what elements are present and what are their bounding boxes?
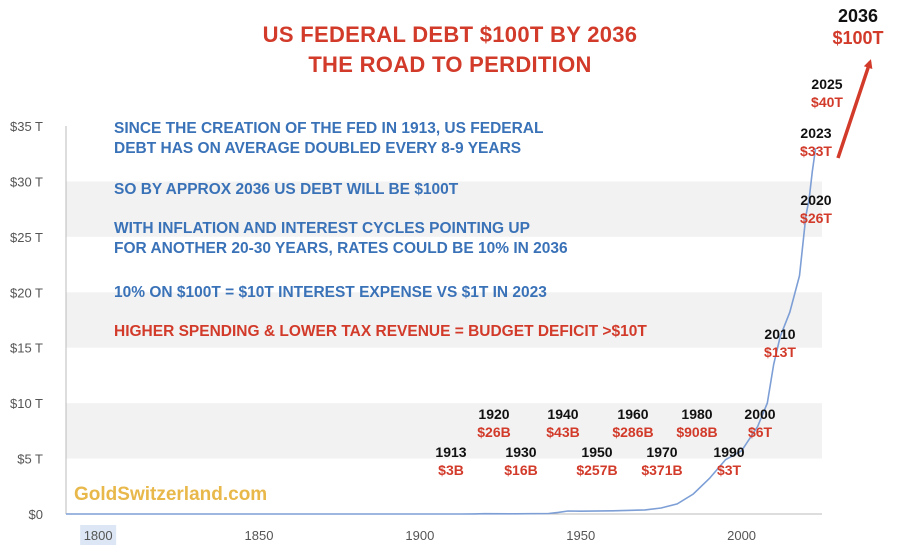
x-axis-ticks: 1800 1850 1900 1950 2000 <box>80 525 756 545</box>
note-budget-deficit: HIGHER SPENDING & LOWER TAX REVENUE = BU… <box>114 323 647 340</box>
annotation-1960: 1960 $286B <box>603 405 663 441</box>
annotation-value: $6T <box>747 424 773 440</box>
y-tick-label: $20 T <box>10 285 43 300</box>
annotation-year: 1970 <box>646 444 678 460</box>
grid-bands <box>66 181 822 459</box>
annotation-value: $26B <box>477 424 511 440</box>
y-tick-label: $30 T <box>10 174 43 189</box>
annotation-value: $3T <box>716 462 742 478</box>
x-tick-label: 1900 <box>405 528 434 543</box>
annotation-value: $40T <box>811 94 843 110</box>
x-tick-label: 1850 <box>245 528 274 543</box>
annotation-1920: 1920 $26B <box>464 405 524 441</box>
annotation-year: 2025 <box>811 76 843 92</box>
debt-series-line <box>66 148 817 515</box>
annotation-year: 1920 <box>478 406 510 422</box>
annotation-value: $26T <box>800 210 832 226</box>
x-tick-label: 1800 <box>84 528 113 543</box>
annotation-year: 2023 <box>800 125 832 141</box>
annotation-value: $100T <box>832 28 884 48</box>
x-tick-label: 1950 <box>566 528 595 543</box>
annotation-year: 1960 <box>617 406 649 422</box>
y-tick-label: $35 T <box>10 119 43 134</box>
y-tick-label: $10 T <box>10 396 43 411</box>
annotation-value: $371B <box>641 462 683 478</box>
note-inflation-rates: WITH INFLATION AND INTEREST CYCLES POINT… <box>114 220 568 257</box>
annotation-year: 2010 <box>764 326 796 342</box>
annotation-value: $43B <box>546 424 580 440</box>
annotation-1990: 1990 $3T <box>699 443 759 479</box>
annotation-1980: 1980 $908B <box>667 405 727 441</box>
note-2036-projection: SO BY APPROX 2036 US DEBT WILL BE $100T <box>114 181 459 198</box>
annotation-year: 1990 <box>713 444 745 460</box>
annotation-1970: 1970 $371B <box>632 443 692 479</box>
y-tick-label: $5 T <box>17 452 43 467</box>
annotation-year: 2000 <box>744 406 776 422</box>
annotation-value: $3B <box>438 462 464 478</box>
y-axis-ticks: $0 $5 T $10 T $15 T $20 T $25 T $30 T $35 T <box>10 119 43 522</box>
annotation-value: $13T <box>764 344 796 360</box>
annotation-2010: 2010 $13T <box>750 325 810 361</box>
annotation-value: $286B <box>612 424 654 440</box>
chart-subtitle: THE ROAD TO PERDITION <box>308 52 592 77</box>
annotation-year: 2036 <box>837 6 879 26</box>
grid-band <box>66 403 822 459</box>
annotation-year: 1930 <box>505 444 537 460</box>
chart-title: US FEDERAL DEBT $100T BY 2036 <box>262 22 638 47</box>
annotation-1940: 1940 $43B <box>533 405 593 441</box>
brand-watermark: GoldSwitzerland.com <box>74 484 268 505</box>
annotation-year: 1980 <box>681 406 713 422</box>
grid-band <box>66 292 822 348</box>
annotation-year: 1913 <box>435 444 467 460</box>
annotation-year: 2020 <box>800 192 832 208</box>
projection-arrow <box>836 59 873 159</box>
x-tick-highlight <box>80 525 117 545</box>
annotation-2000: 2000 $6T <box>730 405 790 441</box>
y-tick-label: $25 T <box>10 230 43 245</box>
annotation-year: 1940 <box>547 406 579 422</box>
annotation-1930: 1930 $16B <box>491 443 551 479</box>
annotation-2036: 2036 $100T <box>818 5 898 49</box>
note-fed-doubling: SINCE THE CREATION OF THE FED IN 1913, U… <box>114 120 544 157</box>
annotation-1950: 1950 $257B <box>567 443 627 479</box>
grid-band <box>66 181 822 237</box>
annotation-2020: 2020 $26T <box>786 191 846 227</box>
annotation-value: $16B <box>504 462 538 478</box>
y-tick-label: $0 <box>29 507 43 522</box>
annotation-year: 1950 <box>581 444 613 460</box>
y-tick-label: $15 T <box>10 341 43 356</box>
annotation-2025: 2025 $40T <box>797 75 857 111</box>
annotation-value: $908B <box>676 424 718 440</box>
x-tick-label: 2000 <box>727 528 756 543</box>
annotation-2023: 2023 $33T <box>786 124 846 160</box>
note-interest-expense: 10% ON $100T = $10T INTEREST EXPENSE VS … <box>114 284 547 301</box>
annotation-value: $33T <box>800 143 832 159</box>
annotation-value: $257B <box>576 462 618 478</box>
annotation-1913: 1913 $3B <box>421 443 481 479</box>
